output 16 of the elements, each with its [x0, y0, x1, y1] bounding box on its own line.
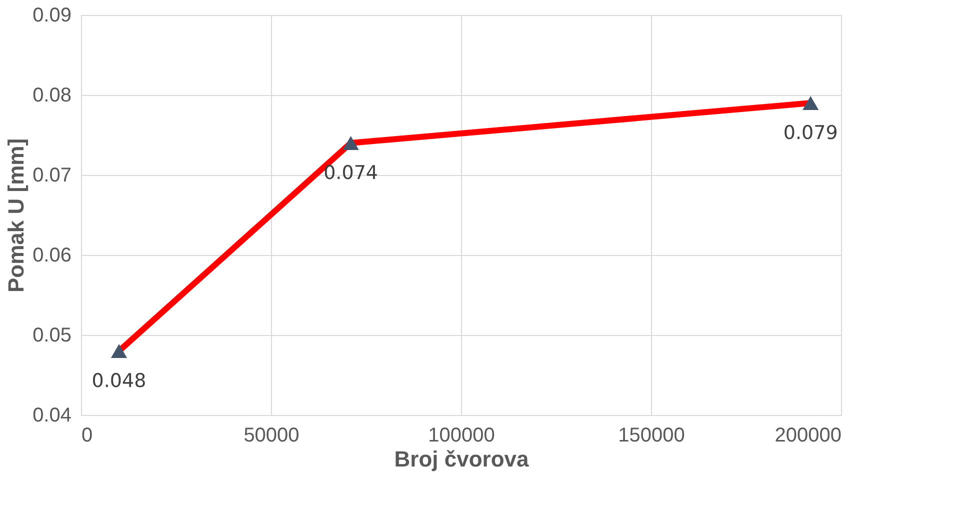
x-tick-label: 150000	[618, 424, 685, 446]
y-tick-label: 0.07	[32, 164, 72, 186]
y-tick-label: 0.06	[32, 244, 72, 266]
x-tick-label: 0	[82, 424, 93, 446]
data-label: 0.048	[92, 370, 146, 392]
x-tick-label: 100000	[428, 424, 495, 446]
y-tick-label: 0.08	[32, 84, 72, 106]
y-tick-label: 0.09	[32, 4, 72, 26]
data-label: 0.079	[783, 122, 838, 144]
y-tick-label: 0.04	[32, 404, 72, 426]
data-label: 0.074	[324, 162, 378, 184]
x-tick-label: 200000	[774, 424, 842, 446]
x-tick-label: 50000	[244, 424, 300, 446]
x-axis-title: Broj čvorova	[394, 446, 530, 472]
y-tick-label: 0.05	[32, 324, 72, 346]
y-axis-title: Pomak U [mm]	[4, 138, 29, 293]
